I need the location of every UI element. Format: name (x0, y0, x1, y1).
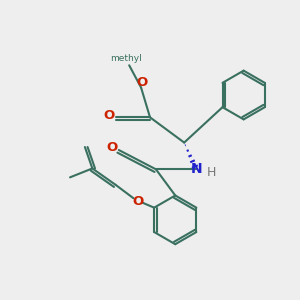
Text: O: O (106, 140, 118, 154)
Text: H: H (207, 167, 216, 179)
Text: methyl: methyl (110, 54, 142, 63)
Text: O: O (104, 109, 115, 122)
Text: O: O (136, 76, 148, 89)
Text: O: O (132, 195, 143, 208)
Text: N: N (191, 162, 203, 176)
